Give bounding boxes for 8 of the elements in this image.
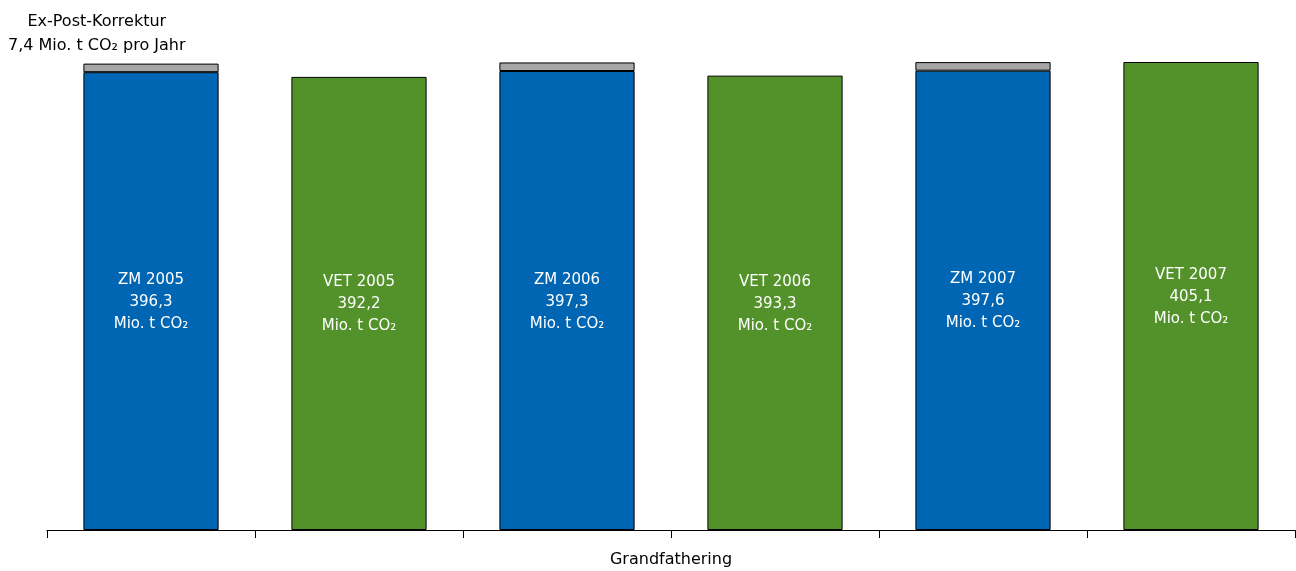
data-label: ZM 2006 397,3 Mio. t CO₂	[529, 269, 605, 332]
data-label: ZM 2007 397,6 Mio. t CO₂	[945, 269, 1021, 332]
x-axis-title: Grandfathering	[609, 548, 733, 568]
text: Ex-Post-Korrektur 7,4 Mio. t CO₂ pro Jahr	[8, 10, 186, 54]
data-label: VET 2005 392,2 Mio. t CO₂	[321, 272, 397, 335]
data-label: VET 2007 405,1 Mio. t CO₂	[1153, 265, 1229, 327]
data-label: VET 2006 393,3 Mio. t CO₂	[737, 271, 813, 334]
data-label: ZM 2005 396,3 Mio. t CO₂	[113, 270, 189, 333]
